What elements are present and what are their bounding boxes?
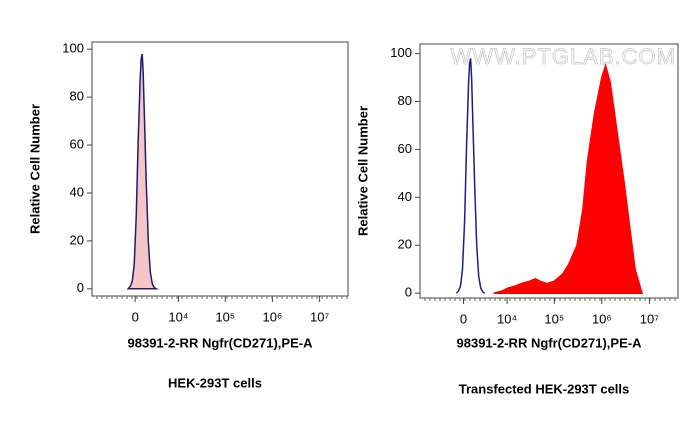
plot-frame [91, 41, 349, 297]
x-tick-label: 0 [132, 309, 139, 324]
y-tick-label: 60 [398, 141, 412, 156]
plot-frame [419, 43, 679, 299]
y-tick-label: 60 [70, 136, 84, 151]
x-tick-label: 10⁴ [497, 311, 517, 326]
y-tick-label: 40 [398, 189, 412, 204]
histogram [455, 58, 486, 294]
y-tick-label: 100 [390, 45, 412, 60]
y-axis-label: Relative Cell Number [355, 106, 370, 236]
histogram [126, 53, 160, 290]
x-tick-label: 10⁶ [592, 311, 612, 326]
x-tick-label: 0 [460, 311, 467, 326]
x-tick-label: 10⁶ [263, 309, 283, 324]
y-tick-label: 80 [398, 93, 412, 108]
x-tick-label: 10⁷ [310, 309, 329, 324]
histogram [493, 62, 643, 294]
watermark: WWW.PTGLAB.COM [451, 44, 676, 69]
y-tick-label: 20 [70, 232, 84, 247]
y-tick-label: 20 [398, 237, 412, 252]
y-tick-label: 0 [405, 285, 412, 300]
y-tick-label: 40 [70, 184, 84, 199]
x-axis-label: 98391-2-RR Ngfr(CD271),PE-A [457, 335, 643, 350]
y-tick-label: 100 [62, 41, 84, 56]
x-tick-label: 10⁷ [640, 311, 659, 326]
y-axis-label: Relative Cell Number [27, 104, 42, 234]
x-tick-label: 10⁵ [215, 309, 235, 324]
chart-caption: HEK-293T cells [168, 375, 262, 390]
x-tick-label: 10⁵ [544, 311, 564, 326]
x-tick-label: 10⁴ [168, 309, 188, 324]
chart-caption: Transfected HEK-293T cells [459, 381, 630, 396]
y-tick-label: 0 [77, 280, 84, 295]
y-tick-label: 80 [70, 89, 84, 104]
x-axis-label: 98391-2-RR Ngfr(CD271),PE-A [128, 335, 314, 350]
